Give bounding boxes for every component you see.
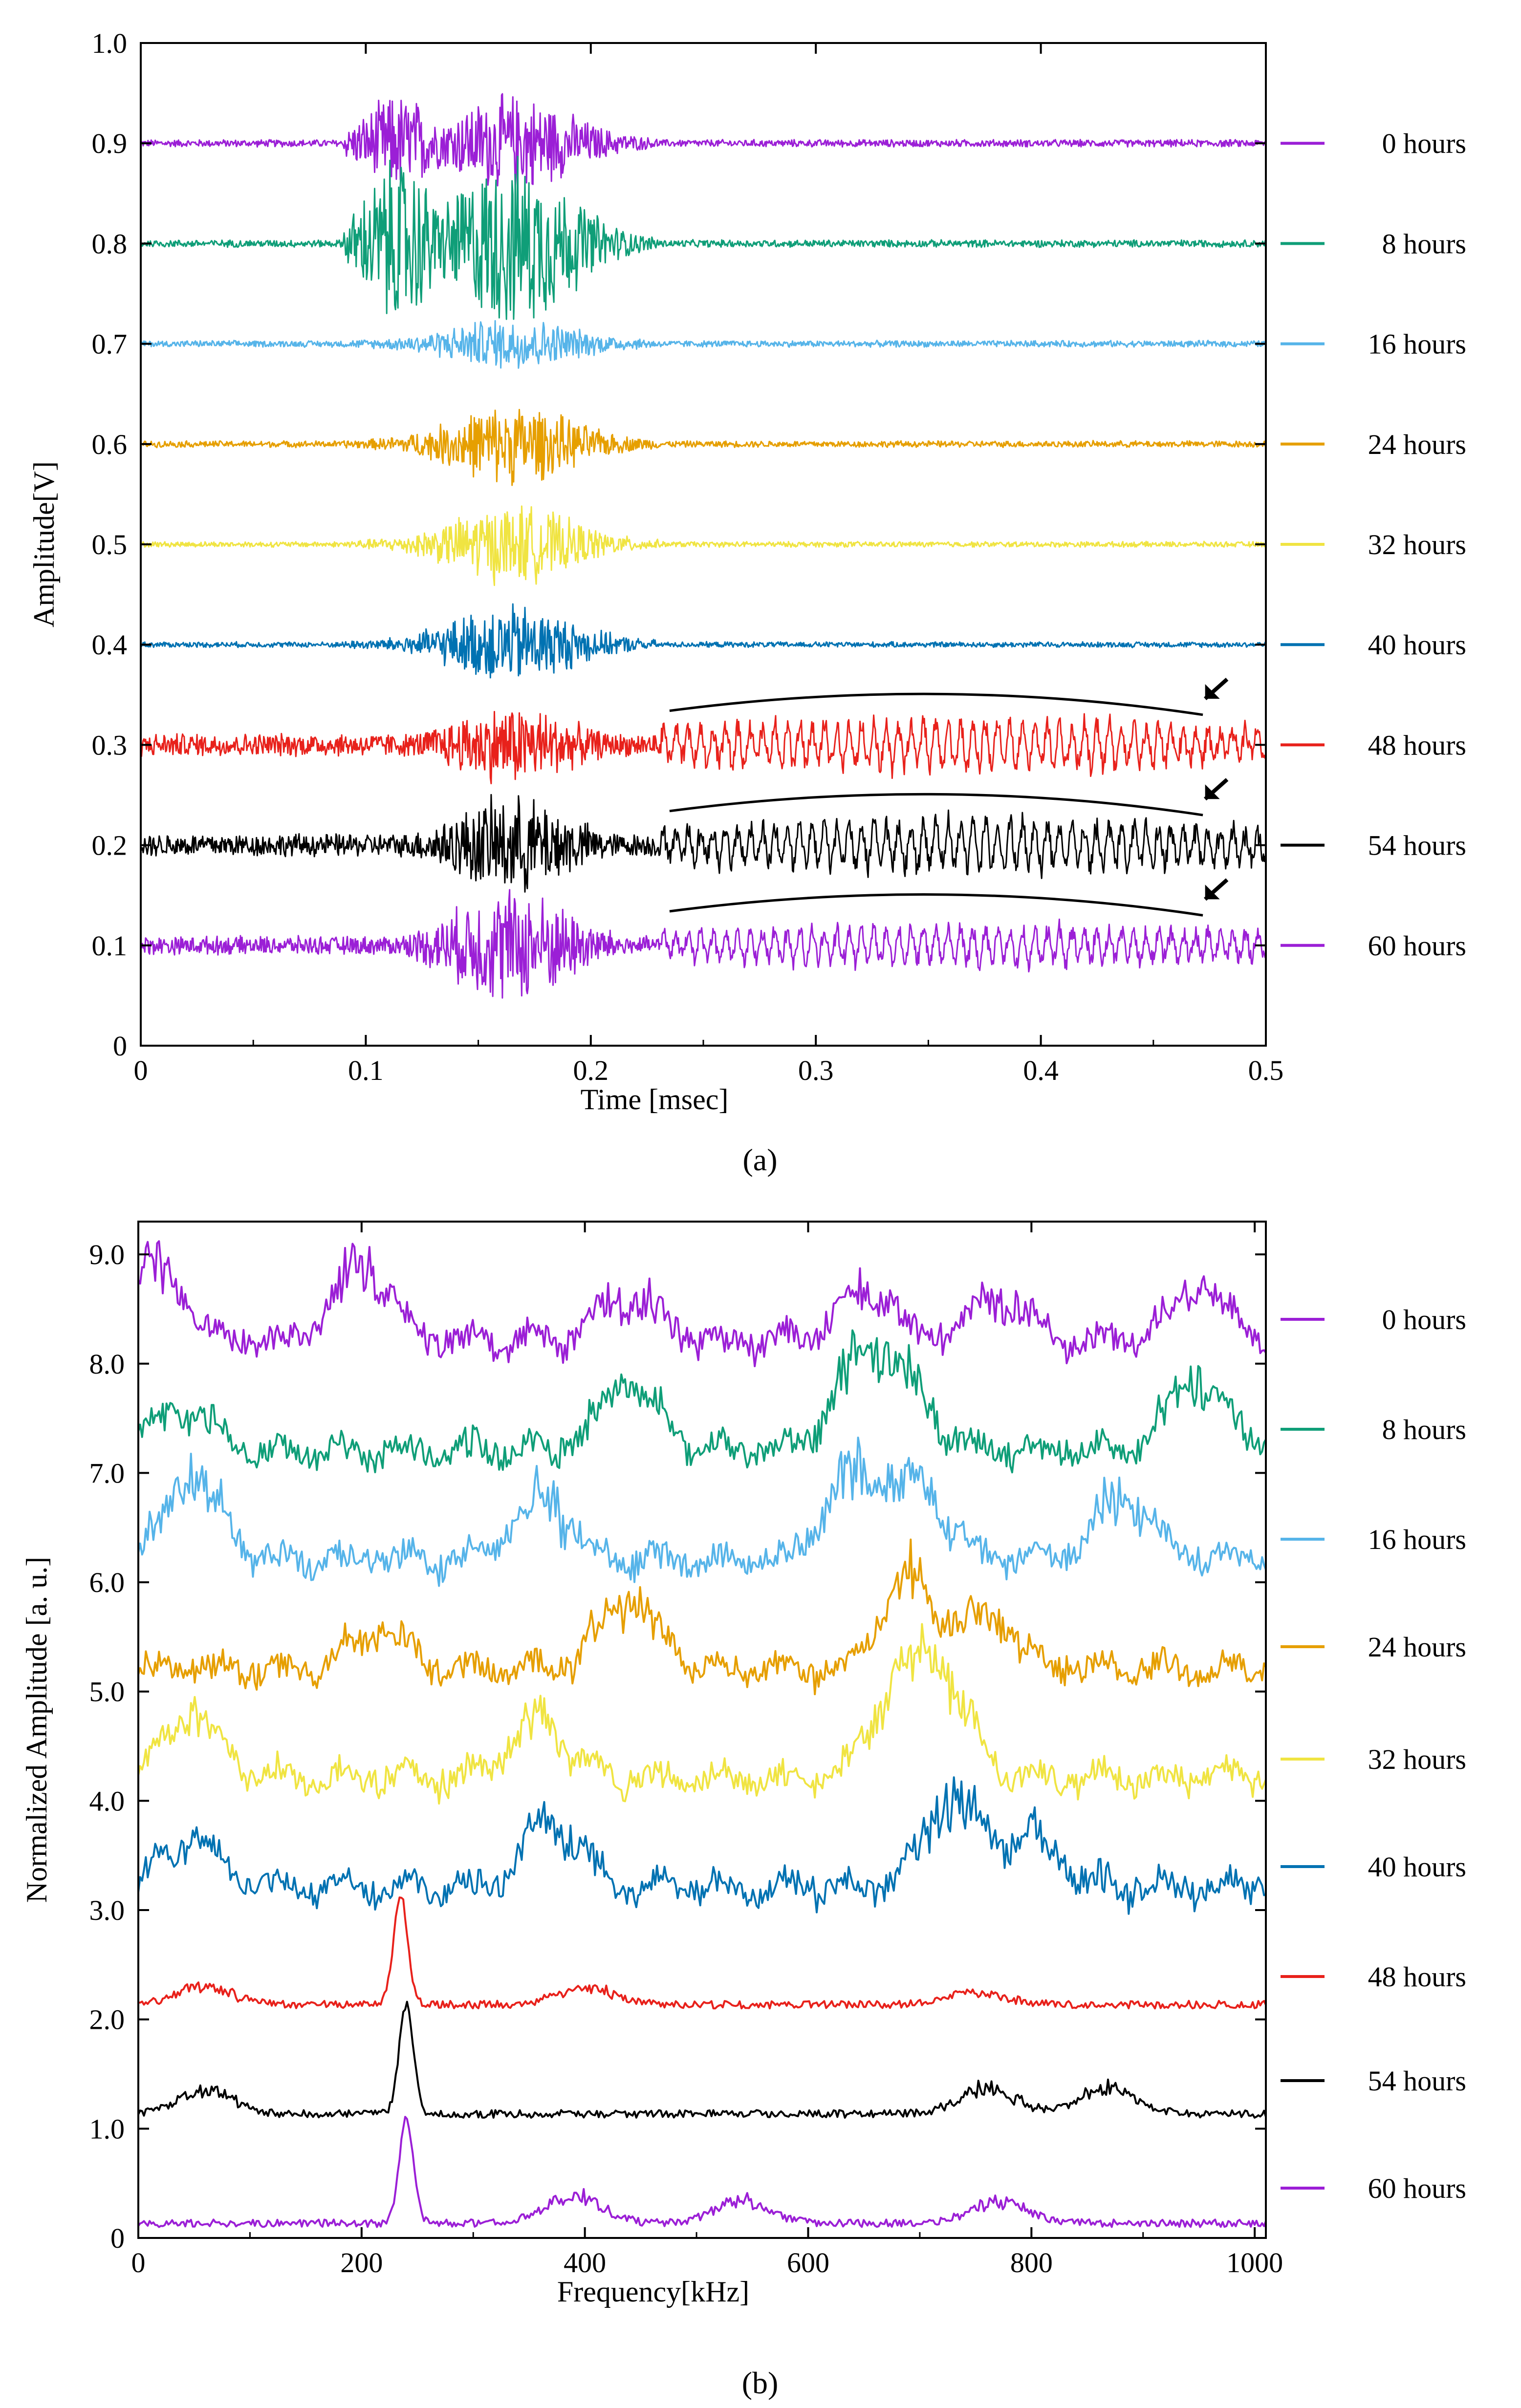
plot-frame [137, 1221, 1267, 2239]
series-line-0-hours [141, 93, 1266, 189]
series-line-60-hours [141, 889, 1266, 999]
x-tick-label: 0.2 [573, 1054, 609, 1086]
series-line-54-hours [138, 2000, 1266, 2119]
legend-label: 40 hours [1368, 629, 1466, 661]
legend-label: 0 hours [1382, 128, 1466, 159]
legend-label: 48 hours [1368, 1961, 1466, 1993]
y-tick-label: 3.0 [89, 1894, 125, 1926]
y-tick-label: 9.0 [89, 1239, 125, 1270]
annotation-curve [669, 793, 1203, 817]
legend-label: 60 hours [1368, 930, 1466, 962]
legend-label: 40 hours [1368, 1851, 1466, 1883]
y-tick-label: 0.5 [92, 529, 128, 560]
legend-label: 54 hours [1368, 830, 1466, 861]
series-line-8-hours [138, 1329, 1266, 1474]
caption-a: (a) [742, 1142, 777, 1177]
annotation-arrowhead [1205, 884, 1220, 900]
legend-label: 32 hours [1368, 529, 1466, 560]
series-line-60-hours [138, 2116, 1266, 2228]
annotation-arrowhead [1205, 684, 1220, 699]
x-tick-label: 0 [131, 2247, 146, 2279]
y-tick-label: 1.0 [89, 2113, 125, 2145]
chart-panel-b: 0 hours 8 hours 16 hours 24 hours 32 hours 40… [21, 1221, 1466, 2308]
y-tick-label: 0.3 [92, 729, 128, 761]
y-tick-label: 0.2 [92, 830, 128, 861]
y-tick-label: 0.1 [92, 930, 128, 962]
annotation-curve [669, 893, 1203, 917]
x-tick-label: 0.5 [1248, 1054, 1284, 1086]
legend-label: 0 hours [1382, 1304, 1466, 1335]
x-tick-label: 0.4 [1023, 1054, 1059, 1086]
series-line-40-hours [138, 1776, 1266, 1915]
series-line-32-hours [138, 1623, 1266, 1805]
x-axis-label: Time [msec] [581, 1083, 729, 1116]
series-line-54-hours [141, 794, 1266, 893]
y-tick-label: 7.0 [89, 1457, 125, 1489]
chart-panel-a: 0 hours 8 hours 16 hours 24 hours 32 hours 40… [28, 27, 1466, 1116]
caption-b: (b) [742, 2365, 779, 2400]
y-tick-label: 0 [110, 2222, 125, 2254]
legend-label: 32 hours [1368, 1743, 1466, 1775]
x-tick-label: 0.3 [798, 1054, 834, 1086]
series-line-8-hours [141, 155, 1266, 320]
y-tick-label: 2.0 [89, 2004, 125, 2036]
x-tick-label: 200 [340, 2247, 383, 2279]
legend-label: 8 hours [1382, 228, 1466, 259]
y-tick-label: 0.9 [92, 128, 128, 159]
x-tick-label: 1000 [1226, 2247, 1283, 2279]
y-tick-label: 0 [113, 1030, 127, 1062]
legend-label: 24 hours [1368, 1631, 1466, 1663]
x-tick-label: 0 [134, 1054, 148, 1086]
legend-label: 16 hours [1368, 328, 1466, 360]
y-tick-label: 1.0 [92, 27, 128, 59]
x-axis-label: Frequency[kHz] [557, 2276, 749, 2308]
series-line-0-hours [138, 1240, 1266, 1367]
series-line-32-hours [141, 505, 1266, 586]
legend-label: 8 hours [1382, 1414, 1466, 1445]
y-tick-label: 6.0 [89, 1567, 125, 1598]
annotation-curve [669, 692, 1203, 716]
legend-label: 48 hours [1368, 729, 1466, 761]
series-line-16-hours [141, 320, 1266, 369]
series-line-48-hours [141, 710, 1266, 785]
series-group [138, 1240, 1266, 2228]
series-line-16-hours [138, 1437, 1266, 1587]
y-tick-label: 5.0 [89, 1676, 125, 1708]
x-tick-label: 800 [1010, 2247, 1053, 2279]
series-line-24-hours [141, 408, 1266, 486]
x-tick-label: 400 [564, 2247, 606, 2279]
y-tick-label: 0.4 [92, 629, 128, 661]
series-group [141, 93, 1266, 999]
legend-label: 54 hours [1368, 2065, 1466, 2097]
series-line-40-hours [141, 603, 1266, 679]
legend-label: 16 hours [1368, 1524, 1466, 1555]
annotation-arrowhead [1205, 784, 1220, 799]
y-tick-label: 0.8 [92, 228, 128, 259]
y-tick-label: 8.0 [89, 1348, 125, 1380]
y-tick-label: 0.6 [92, 429, 128, 460]
series-line-24-hours [138, 1538, 1266, 1696]
y-axis-label: Normalized Amplitude [a. u.] [21, 1557, 53, 1903]
x-tick-label: 0.1 [348, 1054, 384, 1086]
legend-label: 60 hours [1368, 2172, 1466, 2204]
x-tick-label: 600 [787, 2247, 829, 2279]
y-tick-label: 4.0 [89, 1785, 125, 1817]
y-axis-label: Amplitude[V] [28, 461, 60, 627]
series-line-48-hours [138, 1896, 1266, 2010]
legend-label: 24 hours [1368, 429, 1466, 460]
y-tick-label: 0.7 [92, 328, 128, 360]
